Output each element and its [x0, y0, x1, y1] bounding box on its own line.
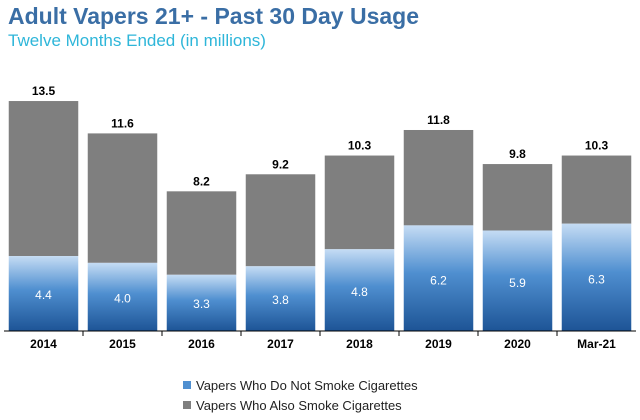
- label-nonsmokers-2020: 5.9: [509, 276, 526, 290]
- bar-smokers-2015: [87, 133, 158, 263]
- label-total-2019: 11.8: [427, 113, 450, 127]
- label-nonsmokers-2014: 4.4: [35, 288, 52, 302]
- x-tick-2014: 2014: [30, 337, 57, 351]
- label-nonsmokers-Mar-21: 6.3: [588, 272, 605, 286]
- bar-nonsmokers-2016: [166, 274, 237, 331]
- bar-smokers-2020: [482, 164, 553, 231]
- bar-nonsmokers-2017: [245, 266, 316, 331]
- legend-swatch-nonsmokers: [183, 381, 191, 389]
- x-tick-2015: 2015: [109, 337, 136, 351]
- label-nonsmokers-2017: 3.8: [272, 293, 289, 307]
- chart-title: Adult Vapers 21+ - Past 30 Day Usage: [8, 3, 420, 29]
- bar-nonsmokers-2015: [87, 262, 158, 331]
- x-tick-2016: 2016: [188, 337, 215, 351]
- x-tick-2018: 2018: [346, 337, 373, 351]
- label-nonsmokers-2016: 3.3: [193, 297, 210, 311]
- legend-label-smokers: Vapers Who Also Smoke Cigarettes: [196, 397, 402, 413]
- legend: Vapers Who Do Not Smoke Cigarettes Vaper…: [183, 375, 418, 415]
- bar-nonsmokers-2020: [482, 230, 553, 331]
- label-total-2018: 10.3: [348, 139, 372, 153]
- bar-nonsmokers-2019: [403, 225, 474, 331]
- bar-smokers-2014: [8, 101, 79, 257]
- bar-smokers-2016: [166, 191, 237, 275]
- label-total-2017: 9.2: [272, 157, 289, 171]
- legend-swatch-smokers: [183, 401, 191, 409]
- bar-nonsmokers-2018: [324, 249, 395, 331]
- x-tick-2020: 2020: [504, 337, 531, 351]
- label-nonsmokers-2015: 4.0: [114, 291, 131, 305]
- legend-label-nonsmokers: Vapers Who Do Not Smoke Cigarettes: [196, 377, 418, 393]
- label-total-2020: 9.8: [509, 147, 526, 161]
- x-tick-2017: 2017: [267, 337, 294, 351]
- legend-item-nonsmokers: Vapers Who Do Not Smoke Cigarettes: [183, 375, 418, 395]
- label-total-Mar-21: 10.3: [585, 139, 609, 153]
- legend-item-smokers: Vapers Who Also Smoke Cigarettes: [183, 395, 418, 415]
- x-tick-2019: 2019: [425, 337, 452, 351]
- x-tick-Mar-21: Mar-21: [577, 337, 616, 351]
- label-nonsmokers-2018: 4.8: [351, 285, 368, 299]
- bar-smokers-2019: [403, 129, 474, 226]
- label-nonsmokers-2019: 6.2: [430, 273, 447, 287]
- bar-smokers-Mar-21: [561, 155, 632, 224]
- bar-smokers-2018: [324, 155, 395, 250]
- chart-subtitle: Twelve Months Ended (in millions): [8, 31, 266, 50]
- label-total-2015: 11.6: [111, 116, 134, 130]
- bar-nonsmokers-2014: [8, 256, 79, 331]
- label-total-2014: 13.5: [32, 84, 56, 98]
- label-total-2016: 8.2: [193, 174, 210, 188]
- bar-smokers-2017: [245, 174, 316, 267]
- bar-nonsmokers-Mar-21: [561, 223, 632, 331]
